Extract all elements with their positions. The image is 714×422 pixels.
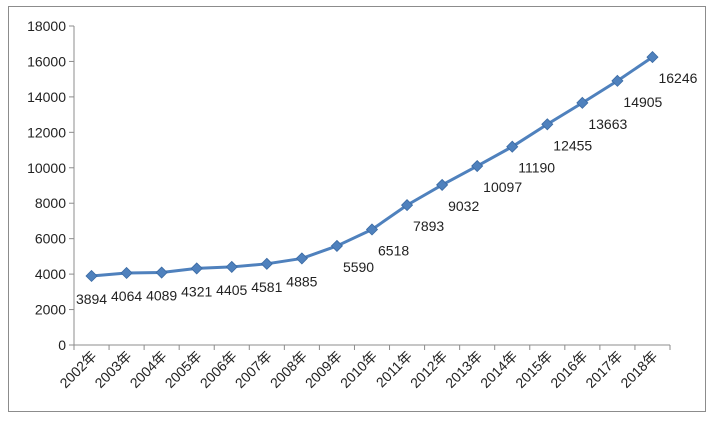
x-tick-label: 2015年 xyxy=(512,348,555,391)
y-tick-label: 14000 xyxy=(27,89,66,105)
data-point xyxy=(85,269,98,283)
data-point xyxy=(330,239,344,252)
x-tick-label: 2008年 xyxy=(267,348,310,391)
data-label: 4885 xyxy=(286,273,317,289)
x-tick-label: 2010年 xyxy=(337,348,380,391)
data-label: 13663 xyxy=(588,116,627,132)
data-label: 6518 xyxy=(378,242,409,258)
x-tick-label: 2012年 xyxy=(407,348,450,391)
y-tick-label: 12000 xyxy=(27,124,66,140)
y-tick-label: 18000 xyxy=(27,18,66,34)
x-tick-label: 2009年 xyxy=(302,348,345,391)
data-point xyxy=(541,118,554,131)
data-point xyxy=(576,96,589,109)
data-point xyxy=(155,266,168,279)
data-label: 4064 xyxy=(111,288,142,304)
y-tick-label: 6000 xyxy=(35,231,66,247)
series-line xyxy=(91,55,654,278)
data-point xyxy=(471,159,484,173)
data-label: 3894 xyxy=(76,291,107,307)
data-label: 10097 xyxy=(483,179,522,195)
y-tick-label: 4000 xyxy=(35,266,66,282)
data-point xyxy=(646,51,659,64)
x-tick-label: 2006年 xyxy=(197,348,240,391)
x-tick-label: 2017年 xyxy=(582,348,625,391)
x-tick-label: 2003年 xyxy=(91,348,134,391)
data-point xyxy=(260,257,273,270)
data-labels: 3894 4064 4089 4321 4405 4581 4885 559065187893… xyxy=(76,70,698,307)
y-tick-label: 2000 xyxy=(35,302,66,318)
x-tick-label: 2005年 xyxy=(162,348,205,391)
y-tick-label: 8000 xyxy=(35,195,66,211)
y-axis-ticks: 0 2000 4000 6000 8000 10000 12000 14000 16000 180… xyxy=(27,18,74,353)
chart-frame xyxy=(8,6,706,412)
data-point xyxy=(190,262,203,275)
data-point xyxy=(611,74,624,87)
y-tick-label: 16000 xyxy=(27,53,66,69)
data-label: 4089 xyxy=(146,288,177,304)
data-label: 5590 xyxy=(343,259,374,275)
data-label: 14905 xyxy=(623,94,662,110)
data-label: 4581 xyxy=(251,279,282,295)
data-points xyxy=(85,51,659,283)
axes xyxy=(73,26,670,346)
data-label: 12455 xyxy=(553,137,592,153)
x-tick-label: 2007年 xyxy=(232,348,275,391)
y-tick-label: 10000 xyxy=(27,160,66,176)
data-label: 11190 xyxy=(518,160,555,176)
data-point xyxy=(506,140,519,153)
x-tick-label: 2011年 xyxy=(373,348,416,391)
data-label: 4321 xyxy=(181,283,212,299)
x-tick-label: 2002年 xyxy=(56,348,99,391)
data-point xyxy=(120,266,133,280)
series-line-path xyxy=(91,55,654,278)
x-tick-label: 2014年 xyxy=(477,348,520,391)
data-point xyxy=(295,252,308,265)
data-label: 7893 xyxy=(413,218,444,234)
x-tick-label: 2018年 xyxy=(617,348,660,391)
x-tick-label: 2016年 xyxy=(547,348,590,391)
data-label: 16246 xyxy=(658,70,697,86)
data-point xyxy=(225,260,238,273)
data-point xyxy=(400,199,414,212)
y-tick-label: 0 xyxy=(58,337,66,353)
x-axis-ticks: 2002年2003年2004年2005年2006年2007年2008年2009年… xyxy=(56,345,671,391)
data-point xyxy=(365,223,379,236)
data-label: 9032 xyxy=(448,198,479,214)
data-point xyxy=(436,178,449,191)
data-label: 4405 xyxy=(216,282,247,298)
x-tick-label: 2013年 xyxy=(442,348,485,391)
x-tick-label: 2004年 xyxy=(127,348,170,391)
